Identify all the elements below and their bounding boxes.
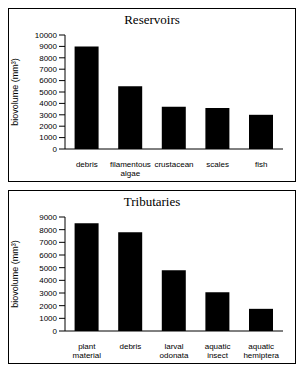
svg-text:1000: 1000 xyxy=(39,133,57,142)
svg-text:8000: 8000 xyxy=(39,54,57,63)
svg-text:4000: 4000 xyxy=(39,276,57,285)
svg-text:crustacean: crustacean xyxy=(154,160,193,169)
svg-text:debris: debris xyxy=(76,160,98,169)
svg-text:6000: 6000 xyxy=(39,251,57,260)
svg-text:2000: 2000 xyxy=(39,122,57,131)
svg-text:biovolume (mm³): biovolume (mm³) xyxy=(10,58,20,126)
svg-text:10000: 10000 xyxy=(35,31,58,40)
svg-text:filamentousalgae: filamentousalgae xyxy=(110,160,151,178)
html-text:Tributaries: Tributaries xyxy=(123,194,181,209)
svg-text:biovolume (mm³): biovolume (mm³) xyxy=(10,240,20,308)
svg-text:5000: 5000 xyxy=(39,88,57,97)
svg-text:3000: 3000 xyxy=(39,289,57,298)
svg-text:plantmaterial: plantmaterial xyxy=(73,342,102,360)
svg-text:1000: 1000 xyxy=(39,314,57,323)
svg-text:aquatichemiptera: aquatichemiptera xyxy=(243,342,279,360)
svg-text:aquaticinsect: aquaticinsect xyxy=(205,342,231,360)
svg-text:scales: scales xyxy=(206,160,229,169)
svg-text:3000: 3000 xyxy=(39,111,57,120)
svg-text:7000: 7000 xyxy=(39,65,57,74)
svg-text:6000: 6000 xyxy=(39,76,57,85)
svg-text:0: 0 xyxy=(53,327,58,336)
svg-text:fish: fish xyxy=(255,160,267,169)
svg-text:2000: 2000 xyxy=(39,302,57,311)
svg-text:9000: 9000 xyxy=(39,42,57,51)
html-text:Reservoirs: Reservoirs xyxy=(124,12,180,27)
svg-text:0: 0 xyxy=(53,145,58,154)
svg-text:5000: 5000 xyxy=(39,264,57,273)
svg-text:larvalodonata: larvalodonata xyxy=(160,342,189,360)
svg-text:7000: 7000 xyxy=(39,238,57,247)
svg-text:4000: 4000 xyxy=(39,99,57,108)
svg-text:debris: debris xyxy=(120,342,142,351)
svg-text:9000: 9000 xyxy=(39,213,57,222)
svg-text:8000: 8000 xyxy=(39,226,57,235)
